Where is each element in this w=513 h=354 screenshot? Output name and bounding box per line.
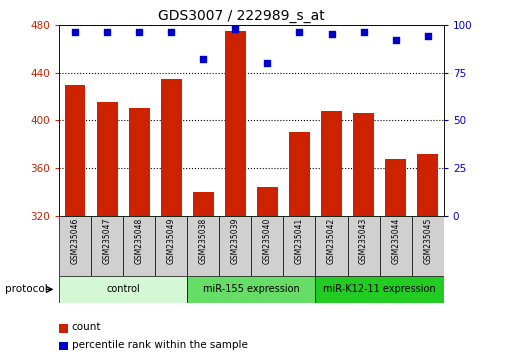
Bar <box>348 216 380 276</box>
Text: GSM235038: GSM235038 <box>199 218 208 264</box>
Point <box>263 60 271 66</box>
Text: GSM235044: GSM235044 <box>391 218 400 264</box>
Bar <box>283 216 315 276</box>
Text: GSM235049: GSM235049 <box>167 218 176 264</box>
Text: GSM235042: GSM235042 <box>327 218 336 264</box>
Bar <box>161 79 182 216</box>
Text: miR-K12-11 expression: miR-K12-11 expression <box>323 284 436 295</box>
Text: miR-155 expression: miR-155 expression <box>203 284 300 295</box>
Point <box>327 32 336 37</box>
Bar <box>315 216 348 276</box>
Bar <box>59 276 187 303</box>
Bar <box>353 113 374 216</box>
Bar <box>220 216 251 276</box>
Text: GSM235043: GSM235043 <box>359 218 368 264</box>
Bar <box>91 216 123 276</box>
Bar <box>193 192 214 216</box>
Bar <box>225 31 246 216</box>
Bar <box>417 154 438 216</box>
Point <box>360 30 368 35</box>
Point <box>424 33 432 39</box>
Point <box>71 30 79 35</box>
Bar <box>257 187 278 216</box>
Point <box>295 30 304 35</box>
Bar <box>129 108 150 216</box>
Point <box>231 26 240 32</box>
Bar <box>96 102 117 216</box>
Text: GSM235047: GSM235047 <box>103 218 112 264</box>
Bar <box>65 85 86 216</box>
Point <box>391 37 400 43</box>
Bar <box>411 216 444 276</box>
Point <box>103 30 111 35</box>
Bar <box>380 216 411 276</box>
Text: GSM235045: GSM235045 <box>423 218 432 264</box>
Bar <box>155 216 187 276</box>
Text: GSM235040: GSM235040 <box>263 218 272 264</box>
Text: GSM235048: GSM235048 <box>134 218 144 264</box>
Point <box>135 30 143 35</box>
Bar <box>289 132 310 216</box>
Point <box>199 56 207 62</box>
Text: control: control <box>106 284 140 295</box>
Text: GDS3007 / 222989_s_at: GDS3007 / 222989_s_at <box>157 9 325 23</box>
Bar <box>187 276 315 303</box>
Bar <box>385 159 406 216</box>
Text: GSM235041: GSM235041 <box>295 218 304 264</box>
Point <box>167 30 175 35</box>
Bar <box>321 111 342 216</box>
Bar <box>251 216 283 276</box>
Text: percentile rank within the sample: percentile rank within the sample <box>72 340 248 350</box>
Bar <box>315 276 444 303</box>
Text: count: count <box>72 322 102 332</box>
Bar <box>123 216 155 276</box>
Text: GSM235039: GSM235039 <box>231 218 240 264</box>
Text: protocol: protocol <box>5 284 48 295</box>
Bar <box>59 216 91 276</box>
Text: GSM235046: GSM235046 <box>70 218 80 264</box>
Bar <box>187 216 220 276</box>
